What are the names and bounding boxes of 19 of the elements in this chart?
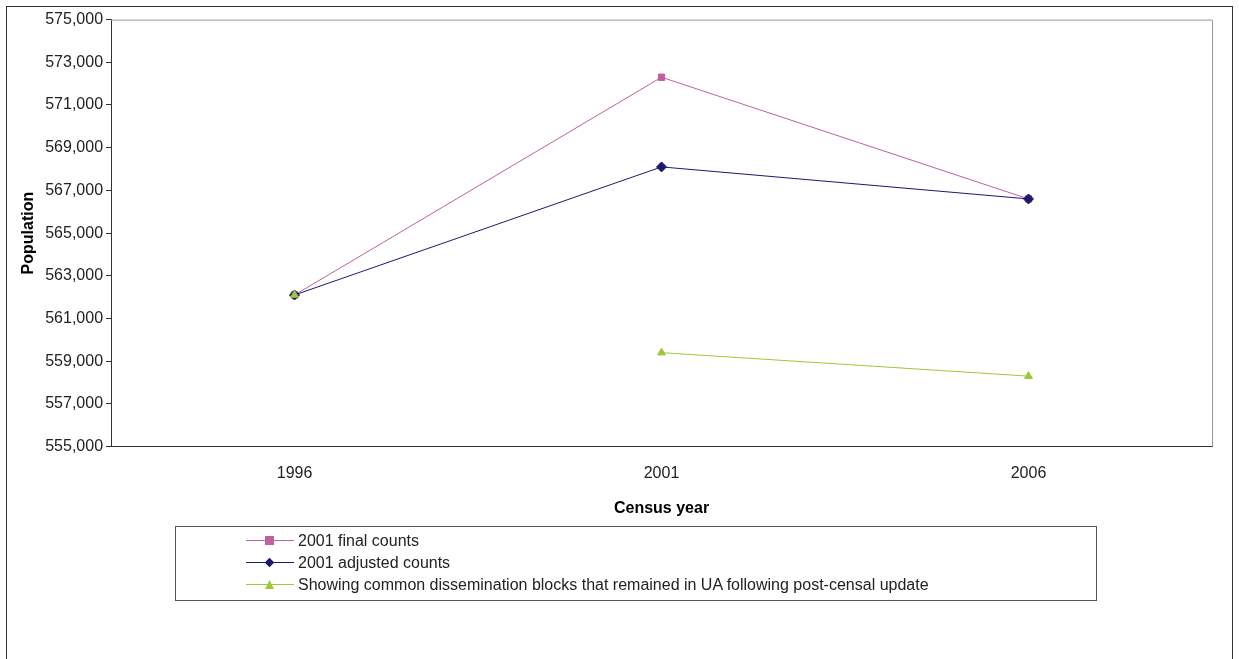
legend-label: 2001 final counts: [298, 532, 419, 550]
y-tick-label: 571,000: [45, 95, 104, 113]
y-tick-label: 561,000: [45, 308, 104, 326]
y-tick-label: 569,000: [45, 138, 104, 156]
legend-label: 2001 adjusted counts: [298, 554, 451, 572]
x-tick-label: 2006: [1010, 463, 1047, 481]
x-tick-label: 2001: [643, 463, 680, 481]
x-axis-title: Census year: [613, 498, 710, 516]
y-tick-label: 575,000: [45, 10, 104, 28]
y-tick-label: 563,000: [45, 266, 104, 284]
y-tick-label: 557,000: [45, 394, 104, 412]
legend-label: Showing common dissemination blocks that remained in UA following post-censal update: [298, 576, 929, 594]
y-tick-label: 567,000: [45, 180, 104, 198]
y-tick-label: 573,000: [45, 52, 104, 70]
y-tick-label: 555,000: [45, 437, 104, 455]
x-tick-label: 1996: [276, 463, 313, 481]
y-tick-label: 565,000: [45, 223, 104, 241]
y-axis-title: Population: [19, 191, 37, 275]
y-tick-label: 559,000: [45, 351, 104, 369]
